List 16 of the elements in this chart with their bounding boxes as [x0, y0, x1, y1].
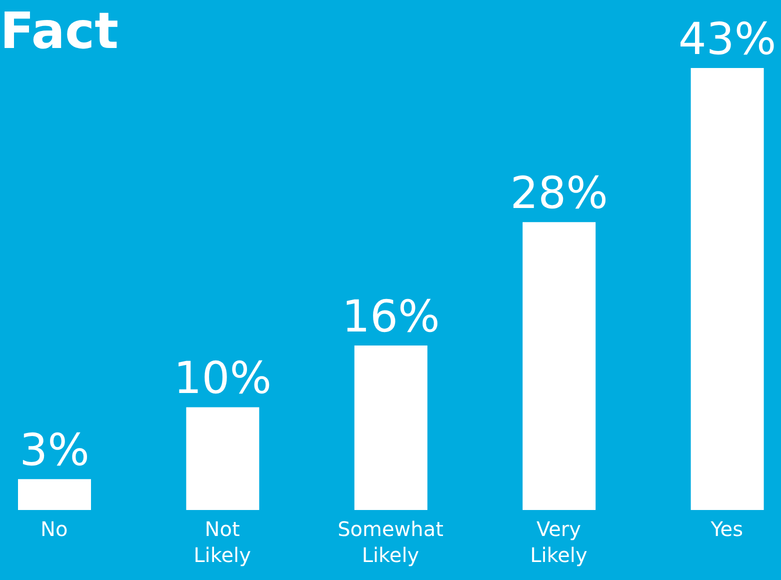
bar [354, 346, 428, 510]
x-tick-label: Very Likely [530, 517, 588, 567]
bar [186, 407, 260, 510]
x-tick-label: Somewhat Likely [338, 517, 444, 567]
chart-title: Fact [0, 2, 119, 60]
x-tick-label: Yes [710, 517, 744, 541]
data-label: 16% [342, 292, 440, 343]
bar [690, 68, 764, 510]
bar [522, 222, 596, 510]
data-label: 10% [174, 353, 272, 404]
bar [18, 479, 91, 510]
data-label: 3% [20, 425, 90, 476]
data-label: 43% [678, 14, 776, 65]
x-tick-label: No [40, 517, 68, 541]
x-tick-label: Not Likely [194, 517, 252, 567]
data-label: 28% [510, 168, 608, 220]
